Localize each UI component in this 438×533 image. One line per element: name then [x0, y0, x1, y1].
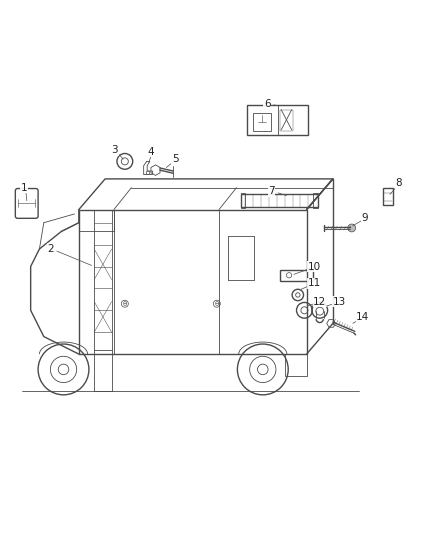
Text: 10: 10 [308, 262, 321, 271]
Bar [253, 113, 271, 131]
Bar [383, 188, 393, 205]
Bar [280, 110, 293, 131]
Text: 4: 4 [148, 147, 155, 157]
Text: 13: 13 [333, 296, 346, 306]
Bar [241, 194, 318, 207]
Text: 12: 12 [313, 296, 326, 306]
Bar [241, 193, 245, 208]
Text: 11: 11 [308, 278, 321, 288]
Text: θ: θ [123, 301, 127, 306]
Text: 14: 14 [356, 312, 369, 322]
Text: 3: 3 [111, 146, 118, 156]
Text: θ: θ [215, 301, 219, 306]
Text: 1: 1 [21, 183, 28, 192]
Bar [313, 193, 318, 208]
Text: 5: 5 [172, 154, 179, 164]
Bar [280, 270, 313, 280]
Text: 2: 2 [47, 244, 54, 254]
Bar [285, 354, 307, 376]
Text: 7: 7 [268, 186, 275, 196]
Text: 9: 9 [361, 213, 368, 223]
Bar [247, 106, 308, 135]
Text: 8: 8 [395, 178, 402, 188]
Text: 6: 6 [264, 99, 271, 109]
Circle shape [348, 224, 356, 232]
